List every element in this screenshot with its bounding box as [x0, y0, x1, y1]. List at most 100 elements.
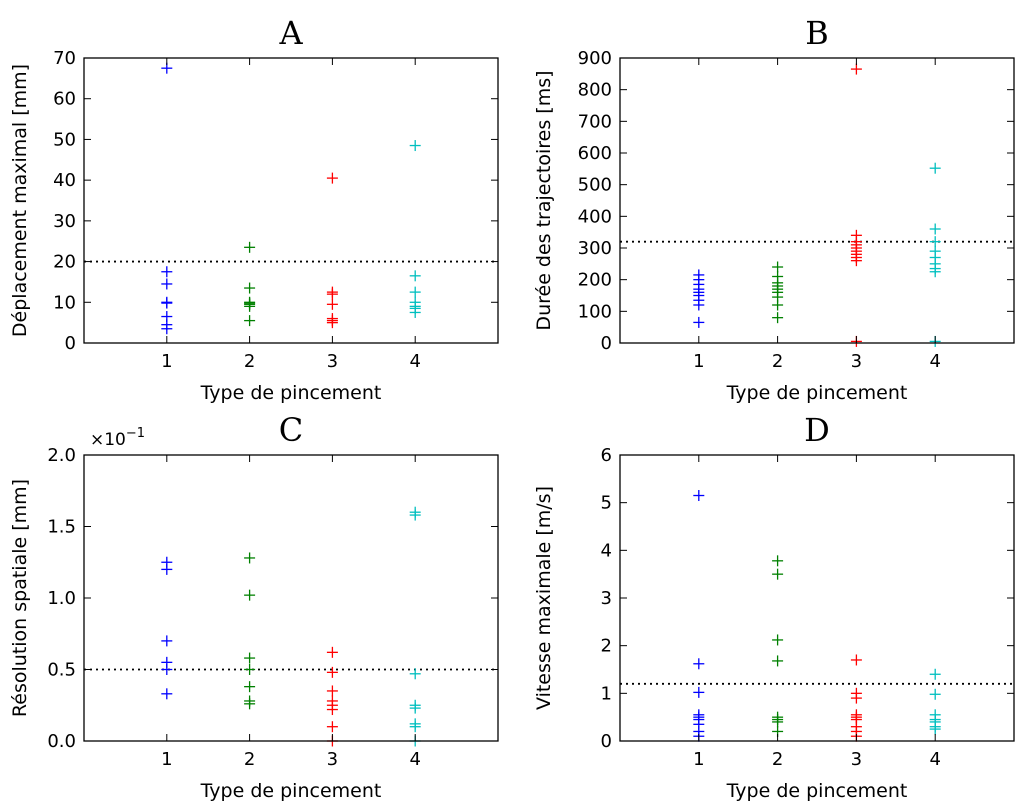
- x-tick-label: 2: [244, 749, 255, 770]
- y-tick-label: 3: [601, 588, 612, 609]
- panel-d: D 1 2 3 4 0 1 2 3 4 5 6 Type de pincement Vitesse max…: [533, 411, 1015, 802]
- data-point: [326, 685, 338, 697]
- plot-frame: [83, 454, 499, 742]
- y-tick-label: 40: [53, 170, 76, 191]
- data-point: [850, 692, 862, 704]
- plot-frame: [83, 57, 499, 344]
- y-tick-label: 2.0: [47, 445, 76, 466]
- data-point: [326, 172, 338, 184]
- data-point: [929, 162, 941, 174]
- y-tick-label: 0: [601, 333, 612, 354]
- data-point: [326, 288, 338, 300]
- x-tick-label: 4: [929, 749, 940, 770]
- y-tick-label: 200: [578, 270, 612, 291]
- series-type-2: [772, 555, 784, 737]
- y-tick-label: 300: [578, 238, 612, 259]
- y-tick-label: 2: [601, 636, 612, 657]
- y-tick-label: 400: [578, 206, 612, 227]
- data-point: [772, 716, 784, 728]
- series-type-4: [929, 668, 941, 735]
- data-point: [772, 655, 784, 667]
- series-type-3: [326, 646, 338, 747]
- y-tick-label: 10: [53, 292, 76, 313]
- x-tick-label: 1: [161, 351, 172, 372]
- y-offset-label: ×10−1: [90, 426, 145, 450]
- y-tick-label: 50: [53, 129, 76, 150]
- series-type-1: [161, 62, 173, 335]
- data-point: [244, 282, 256, 294]
- data-point: [326, 666, 338, 678]
- data-point: [409, 702, 421, 714]
- x-tick-label: 2: [772, 749, 783, 770]
- data-point: [161, 688, 173, 700]
- panel-title: D: [804, 411, 830, 449]
- y-tick-label: 5: [601, 493, 612, 514]
- y-tick-label: 100: [578, 301, 612, 322]
- x-tick-label: 1: [693, 749, 704, 770]
- data-point: [161, 278, 173, 290]
- y-axis-label: Résolution spatiale [mm]: [9, 479, 31, 717]
- data-point: [244, 315, 256, 327]
- data-point: [693, 490, 705, 502]
- x-axis-label: Type de pincement: [726, 382, 908, 404]
- x-tick-label: 3: [327, 749, 338, 770]
- data-point: [161, 323, 173, 335]
- data-point: [161, 635, 173, 647]
- data-point: [409, 286, 421, 298]
- data-point: [693, 299, 705, 311]
- y-tick-label: 700: [578, 111, 612, 132]
- data-point: [929, 223, 941, 235]
- series-type-1: [693, 490, 705, 742]
- y-tick-label: 0: [65, 333, 76, 354]
- x-tick-label: 1: [693, 351, 704, 372]
- y-tick-label: 1: [601, 683, 612, 704]
- panel-title: A: [278, 14, 303, 52]
- data-point: [850, 654, 862, 666]
- y-tick-label: 30: [53, 211, 76, 232]
- data-point: [693, 316, 705, 328]
- data-point: [409, 668, 421, 680]
- series-type-2: [772, 261, 784, 324]
- y-tick-label: 500: [578, 175, 612, 196]
- series-type-4: [409, 506, 421, 747]
- y-tick-label: 1.5: [47, 517, 76, 538]
- data-point: [244, 241, 256, 253]
- data-point: [161, 664, 173, 675]
- data-point: [409, 721, 421, 733]
- data-point: [850, 255, 862, 267]
- data-point: [850, 63, 862, 75]
- data-point: [772, 261, 784, 273]
- data-point: [409, 270, 421, 282]
- y-tick-label: 6: [601, 445, 612, 466]
- data-point: [929, 266, 941, 278]
- offset-base: ×10: [90, 430, 126, 450]
- y-tick-label: 70: [53, 48, 76, 69]
- data-point: [244, 552, 256, 564]
- series-type-2: [244, 241, 256, 327]
- data-point: [326, 298, 338, 310]
- data-point: [929, 236, 941, 248]
- y-tick-label: 900: [578, 48, 612, 69]
- panel-title: C: [279, 411, 303, 449]
- offset-exponent: −1: [126, 426, 145, 441]
- x-tick-label: 4: [409, 749, 420, 770]
- y-tick-label: 1.0: [47, 588, 76, 609]
- y-axis-label: Déplacement maximal [mm]: [9, 64, 31, 337]
- data-point: [244, 681, 256, 693]
- data-point: [244, 652, 256, 664]
- x-tick-label: 1: [161, 749, 172, 770]
- data-point: [772, 568, 784, 580]
- data-point: [326, 721, 338, 733]
- series-type-4: [409, 140, 421, 318]
- series-type-1: [161, 556, 173, 700]
- data-point: [772, 299, 784, 311]
- y-tick-label: 600: [578, 143, 612, 164]
- panel-b: B 1 2 3 4 0 100 200 300 400 500 600 700 800 900 Type de…: [533, 14, 1015, 404]
- x-tick-label: 3: [851, 351, 862, 372]
- series-type-2: [244, 552, 256, 710]
- series-type-4: [929, 162, 941, 347]
- data-point: [326, 317, 338, 329]
- series-type-3: [326, 172, 338, 329]
- y-tick-label: 20: [53, 252, 76, 273]
